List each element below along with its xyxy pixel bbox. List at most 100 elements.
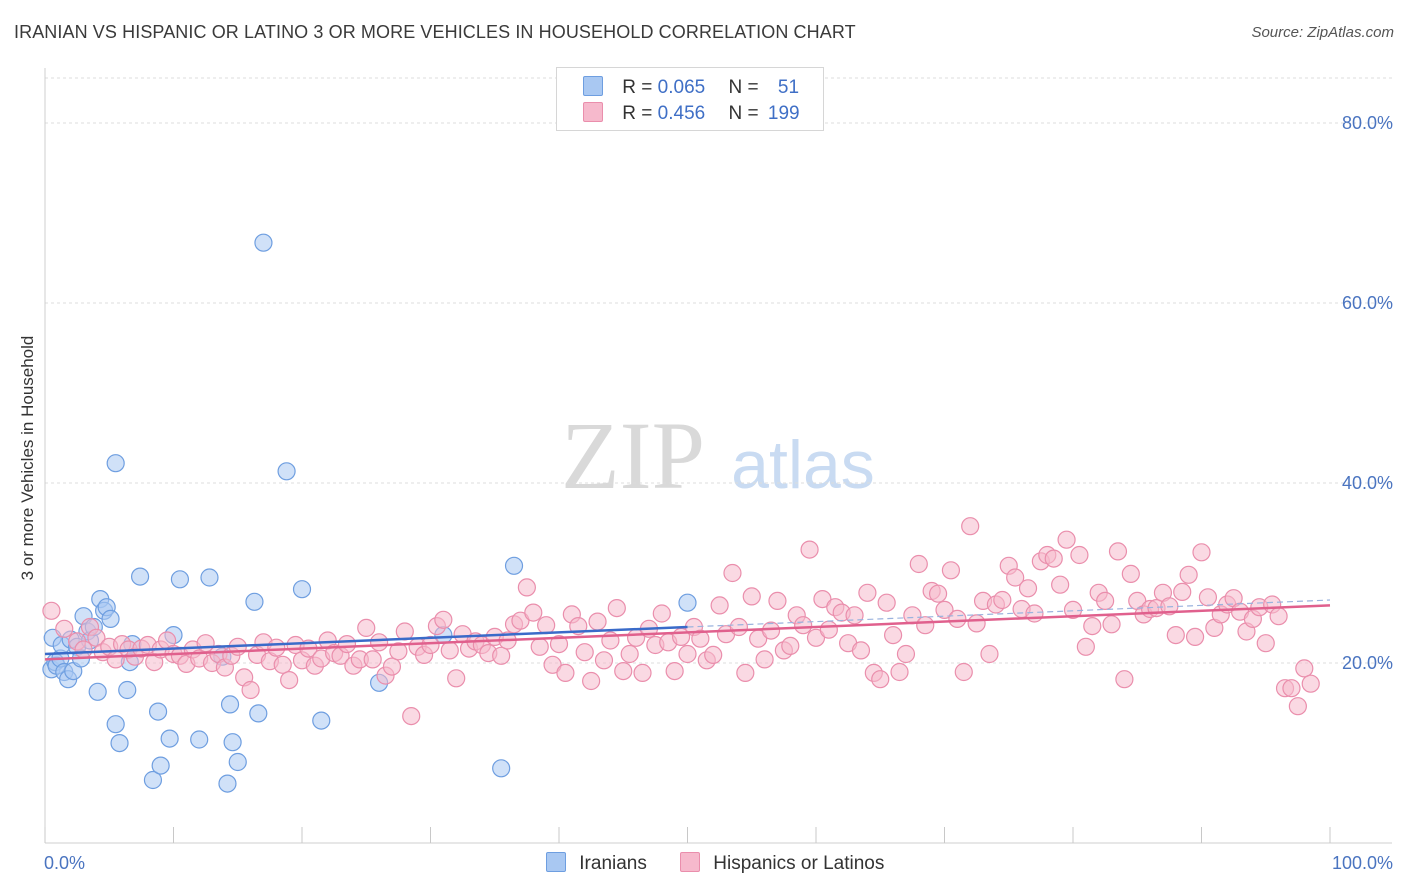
data-point: [1301, 674, 1320, 693]
data-point: [447, 669, 466, 688]
data-point: [800, 540, 819, 559]
tick-labels: 20.0% 40.0% 60.0% 80.0% 0.0% 100.0%: [44, 113, 1393, 873]
data-point: [633, 663, 652, 683]
series-iranians: [42, 233, 697, 793]
data-point: [241, 680, 260, 700]
data-point: [845, 606, 864, 625]
data-point: [200, 568, 219, 587]
data-point: [768, 591, 787, 611]
data-point: [967, 614, 986, 633]
data-point: [504, 556, 524, 575]
data-point: [101, 609, 120, 629]
data-point: [1096, 591, 1115, 611]
data-point: [148, 702, 168, 721]
data-point: [492, 759, 511, 778]
trend-line-iranians: [44, 625, 688, 656]
data-point: [652, 604, 671, 623]
trend-line-iranians-extension: [687, 599, 1331, 628]
series-legend-swatch-iranians: [546, 852, 566, 872]
data-point: [851, 641, 871, 660]
data-point: [781, 636, 800, 656]
y-tick-label: 40.0%: [1342, 473, 1393, 493]
data-point: [1044, 549, 1063, 568]
data-point: [877, 593, 896, 612]
data-point: [88, 682, 107, 701]
data-point: [402, 706, 421, 726]
data-point: [143, 770, 163, 790]
data-point: [160, 729, 179, 748]
data-point: [935, 600, 954, 620]
data-point: [755, 650, 774, 669]
data-point: [678, 644, 697, 664]
data-point: [1288, 697, 1307, 716]
data-point: [819, 620, 838, 639]
legend-r-label: R =: [622, 103, 653, 124]
data-point: [1018, 579, 1038, 598]
source-label: Source: ZipAtlas.com: [1251, 24, 1394, 41]
data-point: [710, 596, 729, 615]
series-legend-iranians: Iranians: [546, 852, 647, 875]
data-point: [1083, 616, 1102, 636]
data-point: [110, 733, 129, 753]
legend-row-hispanics: R = 0.456 N = 199: [583, 102, 800, 128]
data-point: [190, 730, 209, 749]
chart-title: IRANIAN VS HISPANIC OR LATINO 3 OR MORE …: [14, 22, 856, 42]
data-point: [1256, 634, 1275, 653]
data-point: [337, 634, 357, 654]
data-point: [806, 628, 826, 647]
data-point: [729, 617, 749, 637]
data-point: [228, 752, 247, 772]
watermark-zip: ZIP: [561, 402, 705, 509]
data-point: [245, 592, 264, 611]
data-point: [871, 670, 890, 689]
data-point: [954, 662, 973, 682]
data-point: [665, 661, 684, 681]
axes: [44, 68, 1392, 844]
data-point: [517, 578, 536, 597]
data-point: [980, 644, 999, 664]
data-point: [277, 462, 296, 481]
data-point: [794, 616, 813, 635]
data-point: [1076, 637, 1095, 656]
legend-row-iranians: R = 0.065 N = 51: [583, 76, 799, 102]
data-point: [948, 609, 967, 629]
data-point: [993, 590, 1012, 610]
data-point: [761, 621, 781, 640]
data-point: [1051, 575, 1070, 594]
data-point: [363, 650, 382, 669]
watermark: ZIP atlas: [561, 402, 875, 509]
data-point: [909, 554, 928, 574]
data-point: [312, 711, 331, 730]
data-point: [813, 589, 832, 609]
data-point: [858, 583, 877, 602]
x-tick-label-min: 0.0%: [44, 853, 85, 873]
series-hispanics: [42, 517, 1320, 726]
series-legend-swatch-hispanics: [680, 852, 700, 872]
data-point: [582, 671, 601, 691]
data-point: [357, 618, 376, 638]
legend-r-value: 0.456: [657, 103, 706, 124]
data-point: [1070, 545, 1089, 565]
data-point: [1115, 670, 1134, 689]
data-point: [511, 611, 530, 630]
data-point: [1185, 627, 1205, 647]
watermark-atlas: atlas: [731, 427, 875, 503]
data-point: [223, 733, 242, 752]
data-point: [1102, 615, 1121, 634]
data-point: [55, 619, 74, 638]
legend-n-value: 51: [777, 77, 800, 98]
data-point: [883, 625, 903, 645]
data-point: [382, 657, 402, 676]
data-point: [130, 567, 150, 586]
trend-lines: [44, 599, 1331, 661]
data-point: [620, 644, 639, 664]
data-point: [736, 663, 755, 683]
data-point: [370, 633, 389, 652]
data-point: [691, 629, 710, 648]
data-point: [421, 635, 440, 655]
data-point: [106, 454, 125, 473]
y-tick-label: 20.0%: [1342, 653, 1393, 673]
data-point: [1282, 679, 1301, 698]
data-point: [896, 644, 916, 664]
